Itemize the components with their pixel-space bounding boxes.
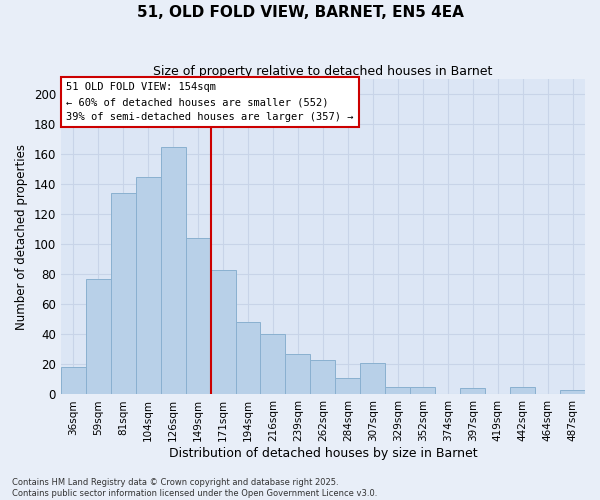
Bar <box>111 194 136 394</box>
Text: Contains HM Land Registry data © Crown copyright and database right 2025.
Contai: Contains HM Land Registry data © Crown c… <box>12 478 377 498</box>
Bar <box>260 334 286 394</box>
Bar <box>460 388 485 394</box>
Bar <box>361 363 385 394</box>
Bar <box>161 146 185 394</box>
Bar <box>385 387 410 394</box>
Bar <box>335 378 361 394</box>
Title: Size of property relative to detached houses in Barnet: Size of property relative to detached ho… <box>153 65 493 78</box>
X-axis label: Distribution of detached houses by size in Barnet: Distribution of detached houses by size … <box>169 447 477 460</box>
Bar <box>410 387 435 394</box>
Bar <box>510 387 535 394</box>
Y-axis label: Number of detached properties: Number of detached properties <box>15 144 28 330</box>
Bar <box>61 368 86 394</box>
Bar <box>86 279 111 394</box>
Bar <box>236 322 260 394</box>
Bar <box>560 390 585 394</box>
Bar <box>136 177 161 394</box>
Bar <box>211 270 236 394</box>
Text: 51, OLD FOLD VIEW, BARNET, EN5 4EA: 51, OLD FOLD VIEW, BARNET, EN5 4EA <box>137 5 463 20</box>
Bar <box>286 354 310 395</box>
Text: 51 OLD FOLD VIEW: 154sqm
← 60% of detached houses are smaller (552)
39% of semi-: 51 OLD FOLD VIEW: 154sqm ← 60% of detach… <box>66 82 353 122</box>
Bar <box>185 238 211 394</box>
Bar <box>310 360 335 394</box>
